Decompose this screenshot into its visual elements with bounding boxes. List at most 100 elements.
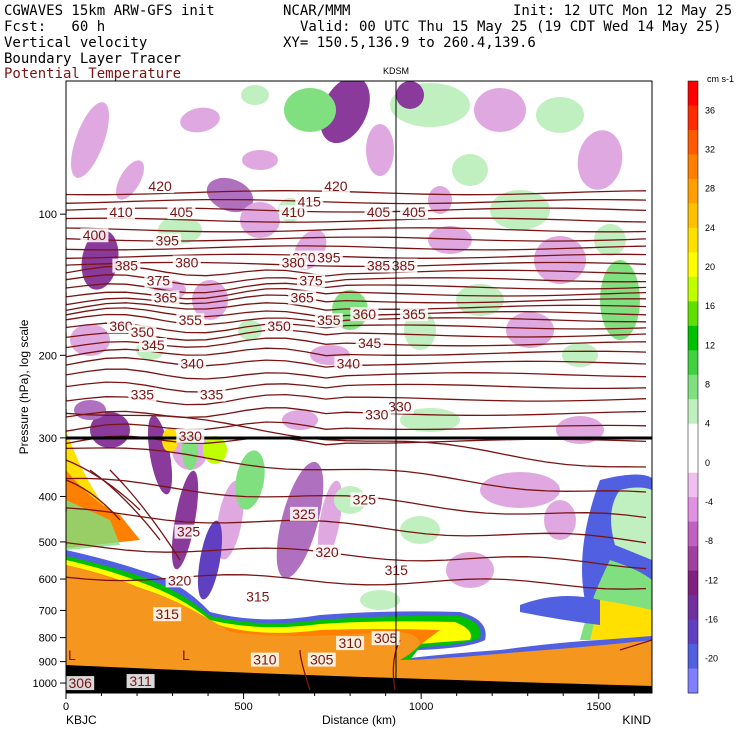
terrain [66,565,652,693]
colorbar-tick-label: -20 [705,654,718,664]
theta-label-bg [355,335,384,350]
theta-label-bg [139,338,168,353]
vertical-velocity-field [66,81,652,693]
colorbar-swatch [688,350,698,376]
colorbar-swatch [688,521,698,547]
theta-contour [66,302,647,312]
theta-label: 335 [131,387,155,403]
theta-label-bg [172,255,201,270]
station-left-label: KBJC [66,713,97,727]
colorbar-tick-label: 16 [705,301,715,311]
theta-label-bg [314,250,343,265]
w-anomaly [180,107,220,133]
colorbar-tick-label: 0 [705,458,710,468]
theta-label: 340 [337,355,361,371]
y-tick-label: 500 [39,537,57,549]
theta-contour [66,574,647,590]
theta-label: 385 [115,258,139,274]
low-marker: L [68,647,76,663]
theta-label: 330 [179,428,203,444]
w-anomaly [284,88,336,132]
theta-label: 330 [388,399,412,415]
colorbar-frame [687,80,699,694]
w-anomaly [400,516,440,544]
colorbar-swatch [688,619,698,645]
theta-label: 320 [315,544,339,560]
theta-label: 315 [246,588,270,604]
colorbar: 36 32 28 24 20 16 12 8 4 0 -4 -8 -12 -16 -20 [687,80,718,694]
colorbar-swatch [688,423,698,449]
w-anomaly [474,88,526,132]
theta-contour [66,294,646,306]
colorbar-swatch [688,178,698,204]
colorbar-tick-label: -16 [705,615,718,625]
theta-label: 306 [69,675,93,691]
w-anomaly [240,202,280,238]
colorbar-swatch [688,668,698,694]
header-valid-time: Valid: 00 UTC Thu 15 May 25 (19 CDT Wed … [300,19,722,35]
theta-contour [66,409,647,468]
theta-label-bg [107,205,136,220]
colorbar-swatch [688,570,698,596]
theta-label-bg [80,228,109,243]
y-tick-label: 200 [39,350,57,362]
station-right-label: KIND [622,713,651,727]
colorbar-swatch [688,301,698,327]
theta-contour [66,381,647,393]
w-anomaly [590,600,652,640]
theta-label-bg [295,194,324,209]
low-marker: L [182,647,190,663]
w-anomaly [534,236,586,284]
theta-label: 335 [200,387,224,403]
theta-label-bg [279,255,308,270]
theta-label: 345 [358,335,382,351]
theta-label: 420 [324,178,348,194]
theta-label: 365 [402,306,426,322]
w-anomaly [235,450,265,510]
theta-contour [66,245,647,251]
w-anomaly [428,186,452,214]
theta-label-bg [385,399,414,414]
colorbar-swatch [688,448,698,474]
theta-label: 405 [367,204,391,220]
theta-label: 315 [156,606,180,622]
w-anomaly [360,590,400,610]
theta-contour [66,477,647,519]
theta-label: 405 [170,204,194,220]
x-tick-label: 500 [234,701,252,713]
theta-label: 320 [168,572,192,588]
colorbar-swatch [688,595,698,621]
y-axis-ticks: 100 200 300 400 500 600 700 800 900 1000 [33,209,66,690]
theta-label-bg [297,273,326,288]
theta-label: 405 [402,204,426,220]
w-anomaly [396,81,424,109]
header-field-vertical-velocity: Vertical velocity [4,35,148,51]
theta-label-bg [334,356,363,371]
theta-label: 305 [310,652,334,668]
colorbar-tick-label: 20 [705,262,715,272]
header-model-title: CGWAVES 15km ARW-GFS init [4,3,215,19]
y-tick-label: 800 [39,633,57,645]
w-anomaly [282,410,318,430]
theta-label-bg [107,319,136,334]
theta-label-bg [400,205,429,220]
theta-label-bg [364,258,393,273]
w-anomaly [506,312,554,348]
theta-label-bg [128,324,157,339]
colorbar-tick-label: 12 [705,340,715,350]
surface-line [66,665,652,693]
theta-label-bg [151,290,180,305]
header-forecast-hour: Fcst: 60 h [4,19,106,35]
x-tick-label: 0 [63,701,69,713]
theta-label: 355 [179,312,203,328]
header-field-boundary-layer-tracer: Boundary Layer Tracer [4,51,182,67]
theta-label-bg [243,589,272,604]
y-axis-label: Pressure (hPa), log scale [17,319,31,454]
theta-label: 410 [109,204,133,220]
theta-label-bg [174,524,203,539]
theta-label-bg [288,290,317,305]
theta-contour [66,507,647,544]
theta-label-bg [112,258,141,273]
colorbar-unit: cm s-1 [707,74,734,84]
